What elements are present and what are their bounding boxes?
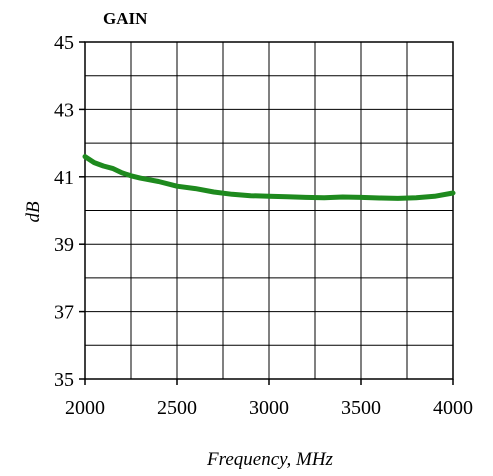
- x-tick-label: 3500: [341, 397, 381, 419]
- gain-series-line: [82, 154, 456, 201]
- x-tick-label: 2000: [65, 397, 105, 419]
- y-tick-label: 43: [54, 99, 74, 121]
- grid-lines: [85, 42, 453, 379]
- y-tick-label: 41: [54, 167, 74, 189]
- x-tick-label: 2500: [157, 397, 197, 419]
- y-tick-label: 39: [54, 234, 74, 256]
- y-tick-label: 37: [54, 302, 74, 324]
- y-tick-label: 45: [54, 32, 74, 54]
- x-tick-label: 3000: [249, 397, 289, 419]
- y-tick-label: 35: [54, 369, 74, 391]
- x-tick-label: 4000: [433, 397, 473, 419]
- x-tick-labels: 2000 2500 3000 3500 4000: [65, 379, 473, 419]
- x-axis-label: Frequency, MHz: [206, 449, 334, 470]
- chart-title: GAIN: [103, 9, 148, 28]
- series-group: [82, 154, 456, 201]
- y-axis-label: dB: [23, 201, 44, 223]
- y-tick-labels: 35 37 39 41 43 45: [54, 32, 85, 391]
